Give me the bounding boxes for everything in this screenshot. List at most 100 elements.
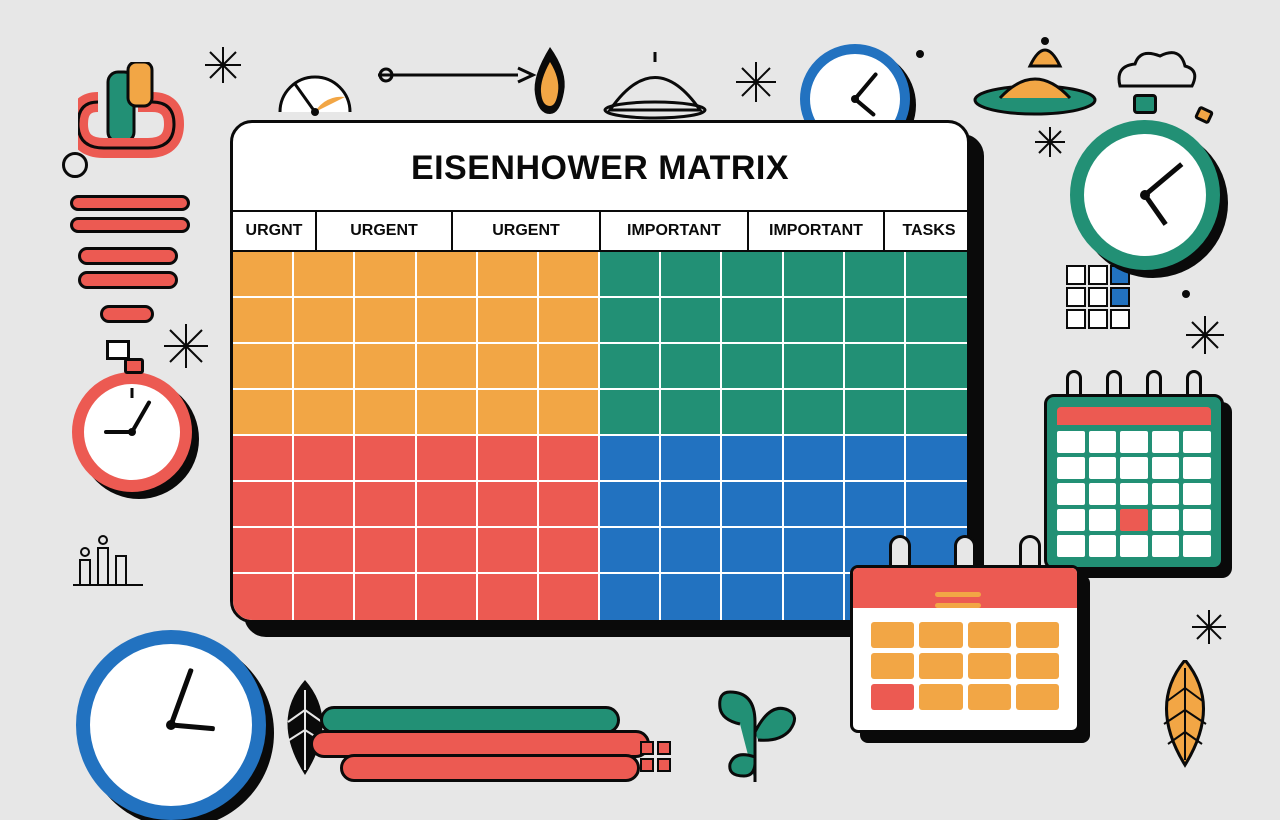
matrix-cell [417,252,478,298]
matrix-cell [355,252,416,298]
matrix-cell [722,344,783,390]
matrix-cell [539,436,600,482]
matrix-cell [661,574,722,620]
matrix-cell [784,528,845,574]
matrix-cell [294,298,355,344]
matrix-cell [722,298,783,344]
matrix-cell [233,344,294,390]
matrix-cell [294,528,355,574]
matrix-cell [233,252,294,298]
matrix-cell [845,298,906,344]
matrix-cell [600,252,661,298]
matrix-cell [600,344,661,390]
matrix-cell [600,574,661,620]
matrix-cell [417,528,478,574]
matrix-cell [478,436,539,482]
matrix-cell [355,298,416,344]
sparkle-icon [1030,122,1070,162]
matrix-cell [906,298,967,344]
matrix-cell [784,252,845,298]
matrix-cell [417,344,478,390]
matrix-header-cell: IMPORTANT [601,212,749,252]
matrix-cell [784,436,845,482]
matrix-cell [355,436,416,482]
matrix-cell [355,482,416,528]
sparkle-icon [1180,310,1230,360]
bell-icon [1020,36,1070,76]
matrix-cell [661,252,722,298]
dot-icon [916,50,924,58]
matrix-cell [906,482,967,528]
matrix-cell [600,528,661,574]
matrix-header-cell: TASKS [885,212,970,252]
calendar-desk-icon [850,535,1080,733]
matrix-cell [722,390,783,436]
matrix-cell [906,344,967,390]
matrix-header-cell: IMPORTANT [749,212,885,252]
matrix-title: EISENHOWER MATRIX [233,123,967,210]
matrix-cell [661,528,722,574]
matrix-cell [845,482,906,528]
sparkle-icon [730,56,782,108]
matrix-cell [233,574,294,620]
matrix-header-cell: URGNT [233,212,317,252]
flame-icon [520,42,580,122]
matrix-cell [784,574,845,620]
mini-squares-icon [640,741,671,772]
matrix-cell [784,298,845,344]
leaf-icon [1150,660,1220,770]
dot-icon [1182,290,1190,298]
matrix-cell [233,390,294,436]
matrix-cell [478,390,539,436]
sparkle-icon [1186,604,1232,650]
matrix-cell [355,528,416,574]
stack-lines-icon [70,195,190,323]
square-icon [106,340,130,360]
matrix-cell [539,252,600,298]
matrix-cell [906,390,967,436]
sparkle-icon [158,318,214,374]
matrix-cell [478,528,539,574]
matrix-cell [539,298,600,344]
matrix-cell [600,436,661,482]
matrix-cell [784,344,845,390]
matrix-cell [233,482,294,528]
matrix-cell [722,252,783,298]
arrow-line-icon [378,60,538,90]
cloud-icon [1110,46,1200,96]
matrix-cell [661,482,722,528]
matrix-cell [233,436,294,482]
matrix-cell [355,574,416,620]
matrix-cell [906,252,967,298]
matrix-cell [417,436,478,482]
books-icon [320,710,650,782]
matrix-cell [600,298,661,344]
matrix-cell [417,390,478,436]
matrix-cell [661,344,722,390]
mini-grid-icon [1066,265,1130,329]
matrix-cell [539,390,600,436]
matrix-cell [478,252,539,298]
matrix-cell [722,574,783,620]
matrix-header-row: URGNTURGENTURGENTIMPORTANTIMPORTANTTASKS [233,210,967,252]
matrix-cell [600,482,661,528]
matrix-cell [722,528,783,574]
matrix-cell [478,482,539,528]
matrix-cell [722,436,783,482]
matrix-cell [294,574,355,620]
matrix-cell [661,298,722,344]
matrix-cell [233,298,294,344]
matrix-cell [845,252,906,298]
matrix-cell [784,390,845,436]
matrix-cell [294,344,355,390]
matrix-cell [600,390,661,436]
matrix-cell [539,574,600,620]
gauge-icon [270,52,360,122]
matrix-cell [906,436,967,482]
clock-icon [76,630,266,820]
abstract-shape-icon [78,62,198,172]
matrix-cell [478,344,539,390]
matrix-cell [294,390,355,436]
matrix-cell [661,436,722,482]
matrix-cell [539,344,600,390]
